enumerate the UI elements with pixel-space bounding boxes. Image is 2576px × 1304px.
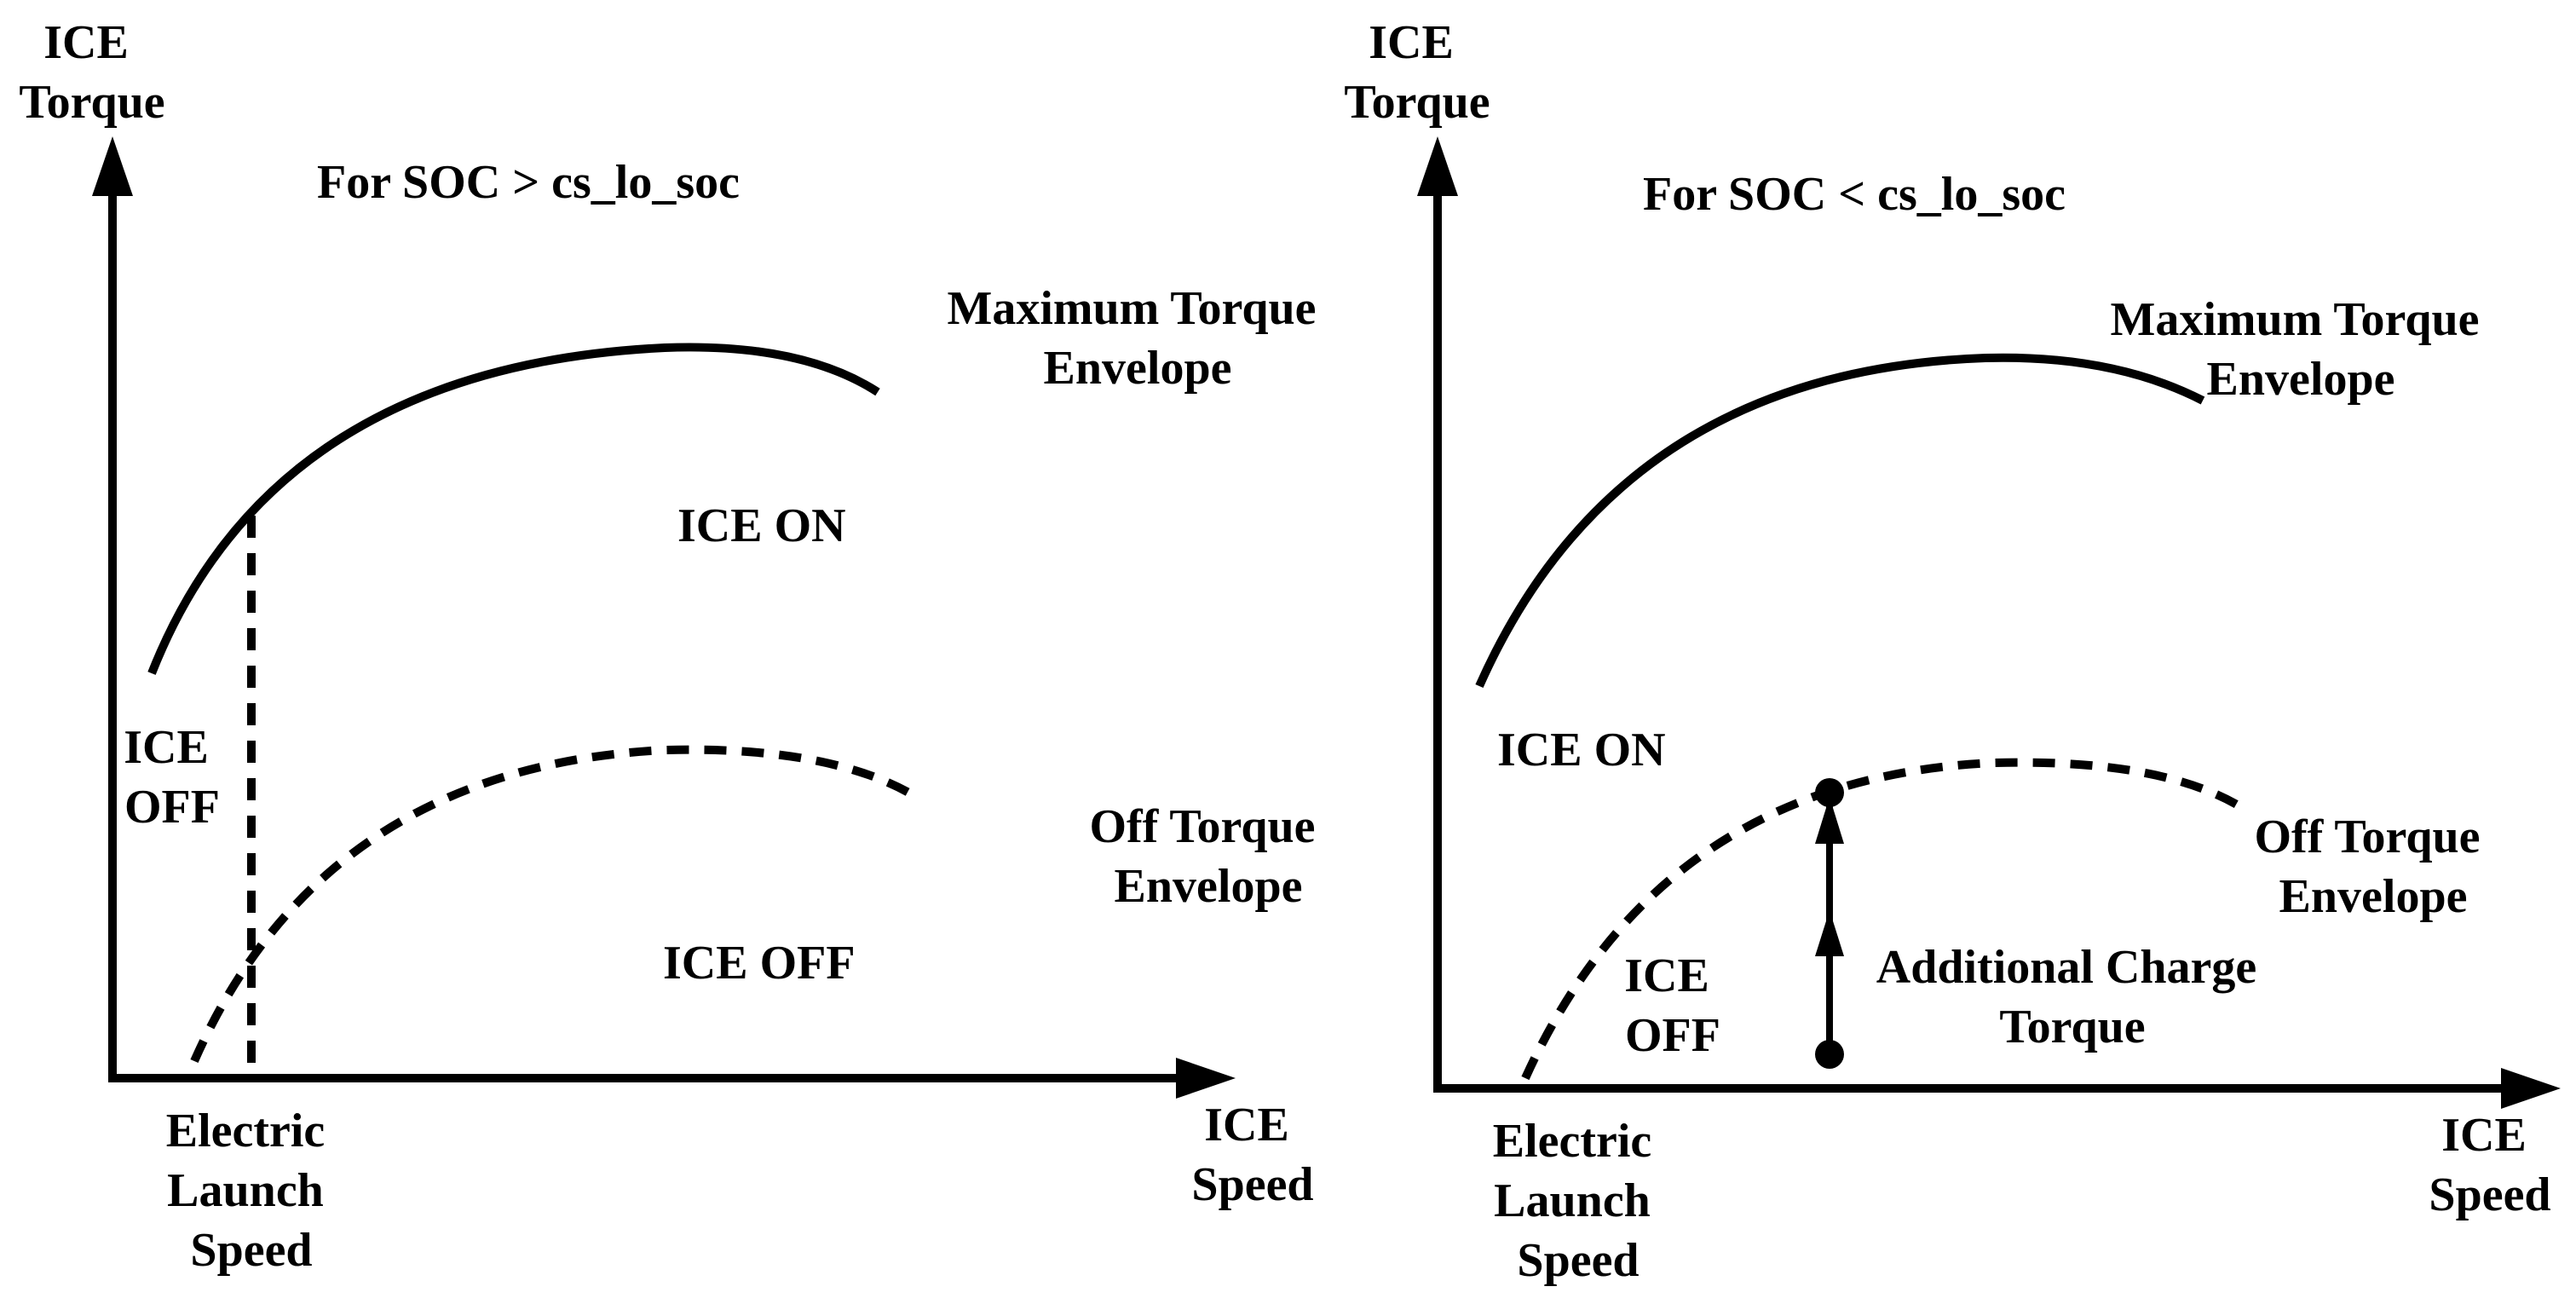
left-max-torque-curve (147, 343, 880, 675)
right-x-axis-arrowhead (2501, 1068, 2561, 1109)
right-x-axis-label: ICE Speed (2429, 1109, 2550, 1221)
right-max-torque-curve (1475, 353, 2205, 689)
additional-charge-top-arrowhead (1815, 797, 1844, 844)
left-off-torque-curve (190, 745, 923, 1064)
right-max-torque-label: Maximum Torque Envelope (2110, 293, 2491, 406)
left-launch-speed-label: Electric Launch Speed (166, 1105, 337, 1277)
left-panel: ICE Torque For SOC > cs_lo_soc Maximum T… (19, 16, 1328, 1277)
right-panel: ICE Torque For SOC < cs_lo_soc Maximum T… (1344, 16, 2561, 1287)
right-condition-label: For SOC < cs_lo_soc (1643, 168, 2066, 221)
additional-charge-torque-label: Additional Charge Torque (1876, 941, 2269, 1053)
charge-end-dot (1815, 778, 1844, 807)
left-y-axis-arrowhead (92, 136, 133, 196)
left-off-torque-label: Off Torque Envelope (1089, 800, 1327, 913)
additional-charge-mid-arrowhead (1815, 910, 1844, 956)
left-y-axis-label-line2: Torque (19, 76, 164, 129)
left-x-axis-label: ICE Speed (1191, 1099, 1313, 1211)
right-y-axis-label: ICE Torque (1344, 16, 1490, 129)
left-condition-label: For SOC > cs_lo_soc (317, 156, 740, 209)
charge-start-dot (1815, 1040, 1844, 1069)
right-y-axis-arrowhead (1417, 136, 1458, 196)
left-ice-off-side-label: ICE OFF (124, 721, 221, 834)
right-launch-speed-label: Electric Launch Speed (1493, 1115, 1664, 1287)
right-ice-off-label: ICE OFF (1624, 949, 1721, 1062)
left-x-axis-arrowhead (1176, 1058, 1236, 1099)
right-off-torque-curve (1521, 758, 2248, 1081)
left-ice-off-region-label: ICE OFF (663, 937, 856, 990)
left-y-axis-label: ICE Torque (19, 16, 164, 129)
left-max-torque-label: Maximum Torque Envelope (947, 282, 1328, 395)
left-ice-on-label: ICE ON (677, 499, 846, 552)
left-y-axis-label-line1: ICE (43, 16, 129, 69)
right-off-torque-label: Off Torque Envelope (2254, 811, 2492, 923)
right-ice-on-label: ICE ON (1497, 724, 1666, 776)
